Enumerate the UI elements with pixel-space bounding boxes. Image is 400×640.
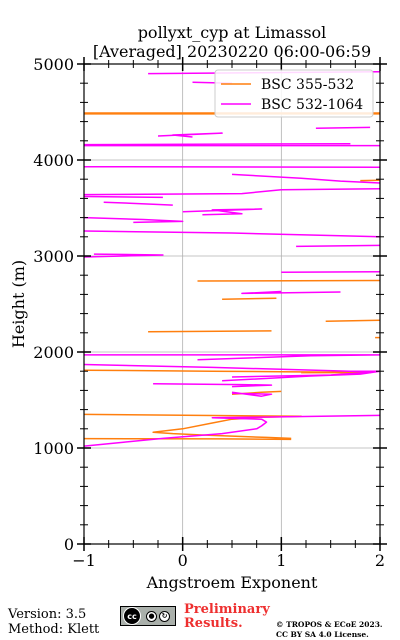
series-line-bsc-532-1064 [231,391,273,397]
series-line-bsc-532-1064 [231,173,380,184]
series-line-bsc-532-1064 [103,201,173,206]
data-lines [84,70,380,447]
series-line-bsc-532-1064 [84,165,380,168]
plot-frame [83,63,381,545]
series-line-bsc-532-1064 [84,142,351,146]
y-tick-label: 4000 [33,151,74,170]
preliminary-line1: Preliminary [184,602,270,617]
legend: BSC 355-532 BSC 532-1064 [214,69,374,118]
series-line-bsc-532-1064 [315,126,371,130]
legend-box [214,69,374,118]
version-text: Version: 3.5 [8,607,87,622]
by-icon: ● [146,610,157,622]
preliminary-results-note: Preliminary Results. [184,603,270,631]
series-line-bsc-532-1064 [281,271,380,274]
series-line-bsc-355-532 [222,297,277,300]
legend-label-bsc-532-1064: BSC 532-1064 [261,97,363,113]
series-line-bsc-532-1064 [84,195,163,199]
y-tick-label: 5000 [33,55,74,74]
x-tick-label: 0 [178,551,188,570]
y-tick-label: 3000 [33,247,74,266]
cc-license-badge: cc ● ↻ [120,606,176,626]
series-line-bsc-532-1064 [241,290,341,295]
cc-icon: cc [123,607,141,625]
method-text: Method: Klett [8,622,100,637]
series-line-bsc-532-1064 [153,382,273,388]
y-tick-label: 0 [64,535,74,554]
series-line-bsc-532-1064 [84,230,380,238]
angstroem-profile-chart: pollyxt_cyp at Limassol [Averaged] 20230… [9,23,387,592]
series-line-bsc-532-1064 [231,371,371,378]
x-tick-label: −1 [72,551,96,570]
series-line-bsc-532-1064 [84,354,380,361]
copyright-note: © TROPOS & ECoE 2023. CC BY SA 4.0 Licen… [276,620,383,640]
x-tick-label: 1 [276,551,286,570]
sa-icon: ↻ [159,610,170,622]
grid-lines [83,63,381,545]
copyright-line1: © TROPOS & ECoE 2023. [276,620,383,629]
y-tick-label: 1000 [33,439,74,458]
copyright-line2: CC BY SA 4.0 License. [276,630,369,639]
series-line-bsc-532-1064 [84,188,380,196]
y-tick-label: 2000 [33,343,74,362]
preliminary-line2: Results. [184,616,243,631]
series-line-bsc-532-1064 [182,208,263,216]
y-axis-label: Height (m) [9,260,28,348]
series-line-bsc-355-532 [84,413,302,440]
series-line-bsc-532-1064 [84,216,184,224]
series-line-bsc-355-532 [148,330,272,333]
chart-subtitle: [Averaged] 20230220 06:00-06:59 [93,42,371,61]
series-line-bsc-532-1064 [157,132,223,138]
series-line-bsc-532-1064 [84,414,380,447]
series-line-bsc-355-532 [197,279,380,282]
x-tick-label: 2 [375,551,385,570]
series-line-bsc-355-532 [84,437,292,441]
chart-title: pollyxt_cyp at Limassol [138,23,327,42]
series-line-bsc-355-532 [325,319,380,323]
series-line-bsc-532-1064 [84,253,164,258]
series-line-bsc-532-1064 [296,244,380,248]
x-axis-label: Angstroem Exponent [146,573,318,592]
legend-label-bsc-355-532: BSC 355-532 [261,77,354,93]
